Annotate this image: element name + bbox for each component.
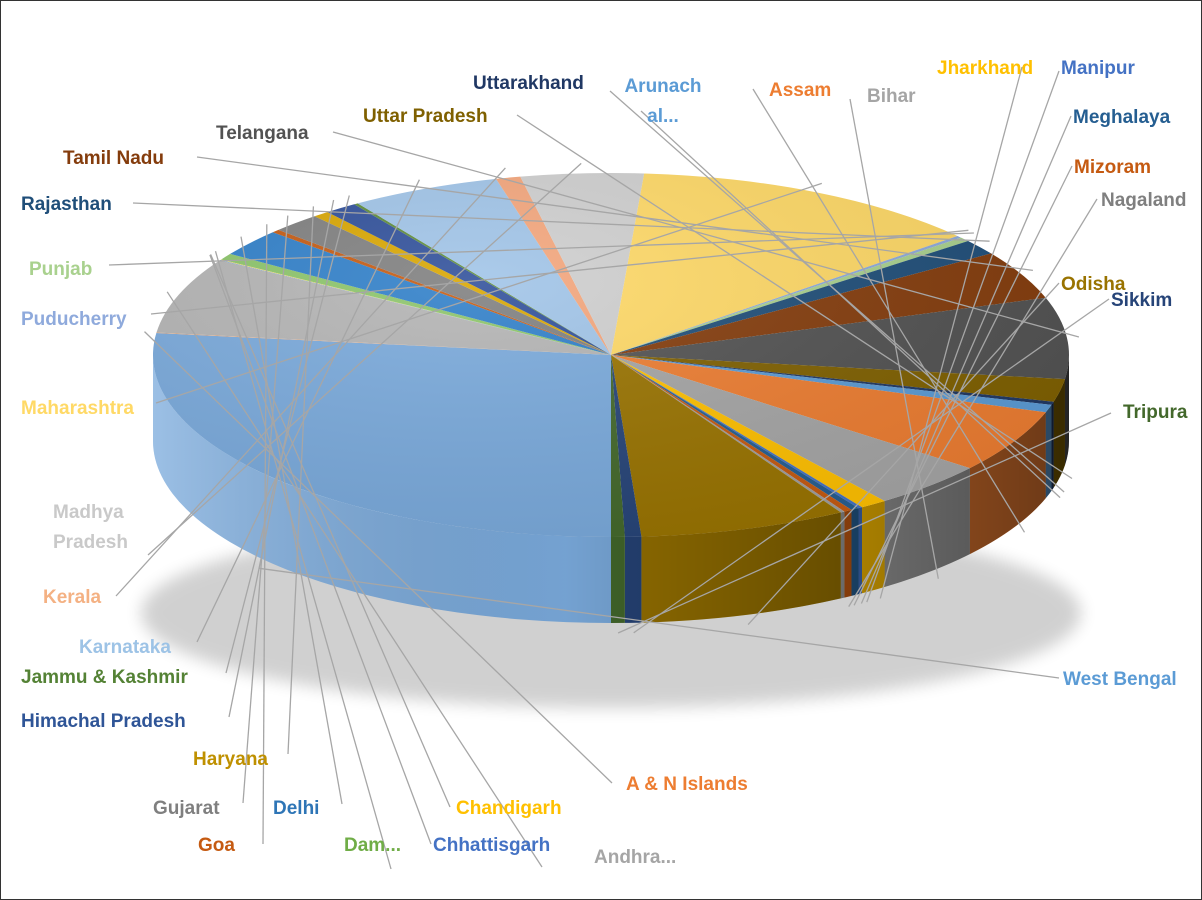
leader-line-11 xyxy=(225,195,350,674)
slice-label-11: Jammu & Kashmir xyxy=(21,667,188,688)
slice-label-32: Sikkim xyxy=(1111,290,1172,311)
leader-line-30 xyxy=(848,198,1098,607)
pie-top-shading xyxy=(153,173,1069,537)
slice-label-17: Punjab xyxy=(29,259,92,280)
leader-line-31 xyxy=(747,282,1060,626)
slice-label-12: Karnataka xyxy=(79,637,171,658)
leader-line-0 xyxy=(259,567,1060,679)
slice-label-9: Haryana xyxy=(193,749,268,770)
leader-line-15 xyxy=(155,182,823,404)
slice-label-28: Meghalaya xyxy=(1073,107,1171,128)
slice-label-1: A & N Islands xyxy=(626,774,748,795)
leader-line-14 xyxy=(147,162,582,556)
leader-line-29 xyxy=(853,165,1073,606)
slice-label-26: Jharkhand xyxy=(937,58,1033,79)
slice-label-3: Chhattisgarh xyxy=(433,835,550,856)
slice-label-0: West Bengal xyxy=(1063,669,1177,690)
slice-label-7: Goa xyxy=(198,835,235,856)
leader-lines xyxy=(108,66,1112,870)
leader-line-4 xyxy=(210,254,451,808)
leader-line-25 xyxy=(849,98,939,579)
leader-line-2 xyxy=(166,291,543,868)
slice-label-24: Assam xyxy=(769,80,831,101)
slice-label-14: Madhya Pradesh xyxy=(53,502,128,553)
slice-label-8: Gujarat xyxy=(153,798,220,819)
slice-label-29: Mizoram xyxy=(1074,157,1151,178)
leader-line-5 xyxy=(214,251,392,870)
leader-line-16 xyxy=(150,229,969,315)
leader-line-8 xyxy=(242,215,289,804)
slice-label-20: Telangana xyxy=(216,123,309,144)
leader-line-17 xyxy=(108,232,974,266)
slice-label-18: Rajasthan xyxy=(21,194,112,215)
slice-label-30: Nagaland xyxy=(1101,190,1187,211)
slice-label-6: Delhi xyxy=(273,798,319,819)
leader-line-20 xyxy=(332,131,1080,338)
slice-label-16: Puducherry xyxy=(21,309,127,330)
leader-line-33 xyxy=(617,412,1112,634)
leader-line-18 xyxy=(132,202,990,242)
pie-sides xyxy=(153,355,1069,623)
slice-label-25: Bihar xyxy=(867,86,916,107)
slice-label-4: Chandigarh xyxy=(456,798,562,819)
leader-line-32 xyxy=(633,298,1110,634)
pie-tops xyxy=(152,173,1070,538)
slice-label-15: Maharashtra xyxy=(21,398,134,419)
slice-label-19: Tamil Nadu xyxy=(63,148,164,169)
slice-labels: West Bengal A & N Islands Andhra... Chhatti… xyxy=(21,58,1188,868)
pie-side-shading xyxy=(153,355,1069,623)
slice-label-13: Kerala xyxy=(43,587,102,608)
leader-line-27 xyxy=(866,70,1060,603)
slice-label-2: Andhra... xyxy=(594,847,676,868)
slice-label-22: Uttarakhand xyxy=(473,73,584,94)
slice-label-5: Dam... xyxy=(344,835,401,856)
slice-label-27: Manipur xyxy=(1061,58,1135,79)
slice-label-31: Odisha xyxy=(1061,274,1126,295)
leader-line-26 xyxy=(879,66,1023,599)
leader-line-19 xyxy=(196,156,1033,272)
slice-label-21: Uttar Pradesh xyxy=(363,106,488,127)
leader-line-1 xyxy=(144,331,613,784)
leader-line-23 xyxy=(640,110,1061,499)
leader-line-7 xyxy=(262,224,268,845)
slice-label-23: Arunach al... xyxy=(624,76,701,127)
slice-label-33: Tripura xyxy=(1123,402,1188,423)
leader-line-3 xyxy=(209,254,432,845)
leader-line-6 xyxy=(240,236,343,805)
slice-label-10: Himachal Pradesh xyxy=(21,711,186,732)
leader-line-28 xyxy=(860,115,1072,604)
